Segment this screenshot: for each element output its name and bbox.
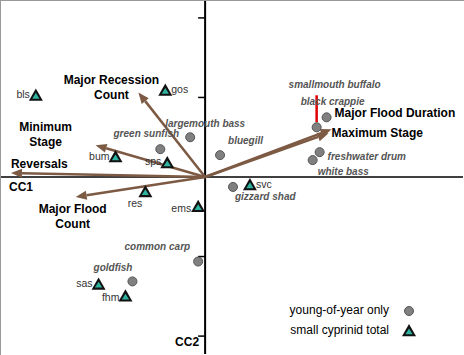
svg-text:Major FloodCount: Major FloodCount	[39, 202, 107, 231]
svg-text:ems: ems	[171, 202, 191, 214]
svg-text:bls: bls	[16, 88, 29, 100]
svg-text:Major Flood Duration: Major Flood Duration	[335, 106, 456, 120]
svg-text:Reversals: Reversals	[11, 157, 68, 171]
svg-text:bluegill: bluegill	[228, 135, 263, 146]
svg-text:svc: svc	[256, 178, 272, 190]
svg-text:fhm: fhm	[102, 291, 120, 303]
svg-text:black crappie: black crappie	[301, 96, 365, 107]
html-text:young-of-year only: young-of-year only	[289, 303, 389, 317]
html-text:small cyprinid total: small cyprinid total	[290, 323, 389, 337]
svg-text:smallmouth buffalo: smallmouth buffalo	[289, 79, 381, 90]
svg-text:goldfish: goldfish	[93, 262, 133, 273]
svg-text:res: res	[128, 197, 143, 209]
svg-text:gizzard shad: gizzard shad	[234, 191, 296, 202]
svg-text:CC2: CC2	[175, 335, 199, 349]
svg-text:sas: sas	[76, 277, 92, 289]
svg-text:CC1: CC1	[9, 180, 33, 194]
svg-text:Major RecessionCount: Major RecessionCount	[64, 73, 159, 102]
svg-text:bum: bum	[89, 150, 110, 162]
svg-text:freshwater drum: freshwater drum	[328, 151, 406, 162]
svg-text:white bass: white bass	[318, 166, 370, 177]
svg-text:common carp: common carp	[125, 241, 191, 252]
svg-text:MinimumStage: MinimumStage	[19, 120, 72, 149]
svg-text:sps: sps	[145, 155, 161, 167]
svg-text:green sunfish: green sunfish	[113, 128, 180, 139]
svg-text:gos: gos	[171, 83, 188, 95]
svg-text:largemouth bass: largemouth bass	[165, 118, 246, 130]
svg-text:Maximum Stage: Maximum Stage	[332, 126, 424, 140]
